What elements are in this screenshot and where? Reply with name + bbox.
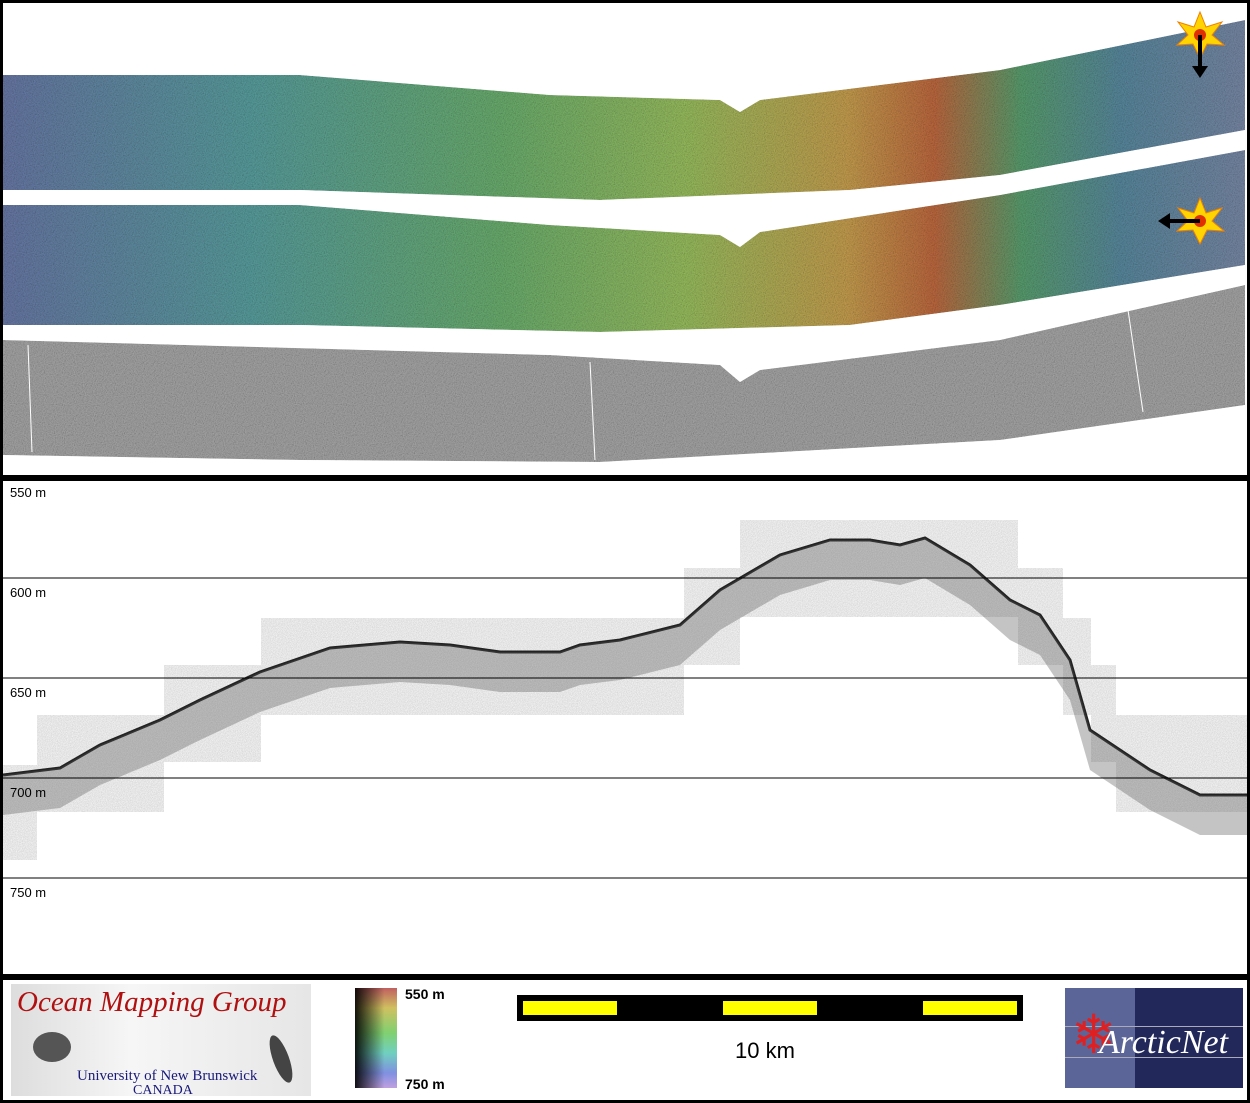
star-burst-icon[interactable] xyxy=(1158,196,1226,246)
arcticnet-logo: ❄ ArcticNet xyxy=(1065,988,1243,1088)
legend-panel: Ocean Mapping Group University of New Br… xyxy=(3,980,1247,1100)
scale-segment xyxy=(923,1001,1017,1015)
profile-data-window xyxy=(164,665,261,762)
logo-country: CANADA xyxy=(133,1083,193,1098)
colorbar-bottom-label: 750 m xyxy=(405,1076,445,1092)
subsurface-shading xyxy=(3,538,1247,835)
scale-segment xyxy=(523,1001,617,1015)
backscatter-swath xyxy=(3,285,1245,462)
map-panel xyxy=(3,3,1247,475)
bathymetry-swath-1 xyxy=(3,20,1245,200)
maple-leaf-icon: ❄ xyxy=(1071,1005,1117,1065)
profile-data-window xyxy=(1063,618,1091,715)
scale-segment xyxy=(723,1001,817,1015)
depth-label: 700 m xyxy=(10,785,46,800)
profile-data-window xyxy=(37,715,164,812)
propeller-image xyxy=(33,1032,71,1062)
sonar-towfish-image xyxy=(264,1032,298,1086)
ocean-mapping-group-logo: Ocean Mapping Group University of New Br… xyxy=(11,984,311,1098)
nadir-line xyxy=(27,344,33,453)
bathymetry-swath-2 xyxy=(3,150,1245,332)
depth-label: 600 m xyxy=(10,585,46,600)
logo-university: University of New Brunswick xyxy=(77,1068,258,1084)
profile-data-window xyxy=(3,765,37,860)
colorbar-top-label: 550 m xyxy=(405,986,445,1002)
star-burst-icon[interactable] xyxy=(1175,10,1226,78)
seabed-reflector xyxy=(3,536,1247,797)
logo-title: ArcticNet xyxy=(1099,1024,1229,1061)
depth-colorbar xyxy=(355,988,397,1088)
profile-data-window xyxy=(740,520,1018,617)
depth-label: 550 m xyxy=(10,485,46,500)
nadir-line xyxy=(1127,309,1144,413)
nadir-line xyxy=(589,361,596,461)
logo-title: Ocean Mapping Group xyxy=(17,986,287,1018)
profile-data-window xyxy=(261,618,684,715)
scale-bar-label: 10 km xyxy=(735,1038,795,1063)
scale-bar xyxy=(517,995,1023,1021)
depth-label: 650 m xyxy=(10,685,46,700)
depth-label: 750 m xyxy=(10,885,46,900)
subbottom-profile-panel: 550 m 600 m 650 m 700 m 750 m xyxy=(3,481,1247,974)
